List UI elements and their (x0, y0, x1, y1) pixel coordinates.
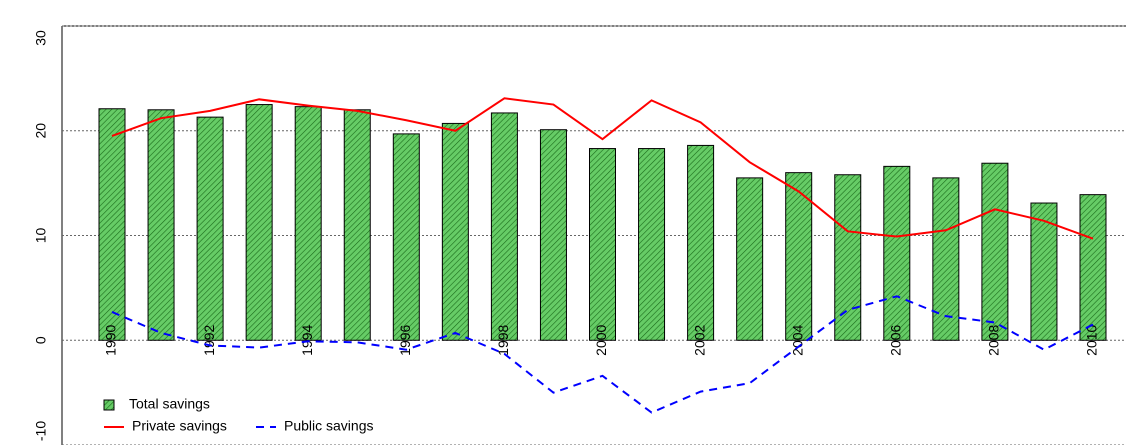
bar (785, 172, 813, 341)
bar (441, 122, 469, 341)
x-tick-label: 2006 (888, 324, 904, 355)
bar (392, 133, 420, 341)
x-tick-label: 2004 (789, 324, 805, 355)
x-tick-label: 2010 (1084, 324, 1100, 355)
line (111, 97, 1094, 240)
y-tick-label: 20 (33, 123, 49, 139)
bar (834, 174, 862, 341)
x-tick-label: 2008 (986, 324, 1002, 355)
y-tick-label: 0 (33, 336, 49, 344)
x-tick-label: 2002 (691, 324, 707, 355)
bar (589, 148, 616, 341)
y-tick-label: 10 (33, 228, 49, 244)
x-tick-label: 1998 (495, 324, 511, 355)
bar (736, 177, 764, 341)
bar (245, 104, 273, 341)
y-tick-label: -10 (33, 421, 49, 441)
bar (1079, 194, 1107, 341)
bar (638, 148, 666, 341)
x-tick-label: 1990 (103, 324, 119, 355)
bar (687, 144, 715, 341)
x-tick-label: 1994 (299, 324, 315, 355)
bar (539, 129, 567, 341)
x-tick-label: 1992 (201, 324, 217, 355)
x-tick-label: 2000 (593, 324, 609, 355)
legend-label: Public savings (284, 418, 374, 434)
bar (147, 109, 175, 341)
x-tick-label: 1996 (397, 324, 413, 355)
bar (196, 116, 224, 341)
bar (883, 165, 911, 341)
bar (294, 106, 322, 341)
bar (490, 112, 518, 341)
legend-swatch (103, 399, 115, 411)
y-tick-label: 30 (33, 30, 49, 46)
bar (343, 109, 371, 341)
line (111, 295, 1094, 414)
bar (981, 162, 1009, 341)
legend-label: Private savings (132, 418, 227, 434)
legend-label: Total savings (129, 396, 210, 412)
bar (1030, 202, 1058, 341)
bar (98, 108, 126, 341)
